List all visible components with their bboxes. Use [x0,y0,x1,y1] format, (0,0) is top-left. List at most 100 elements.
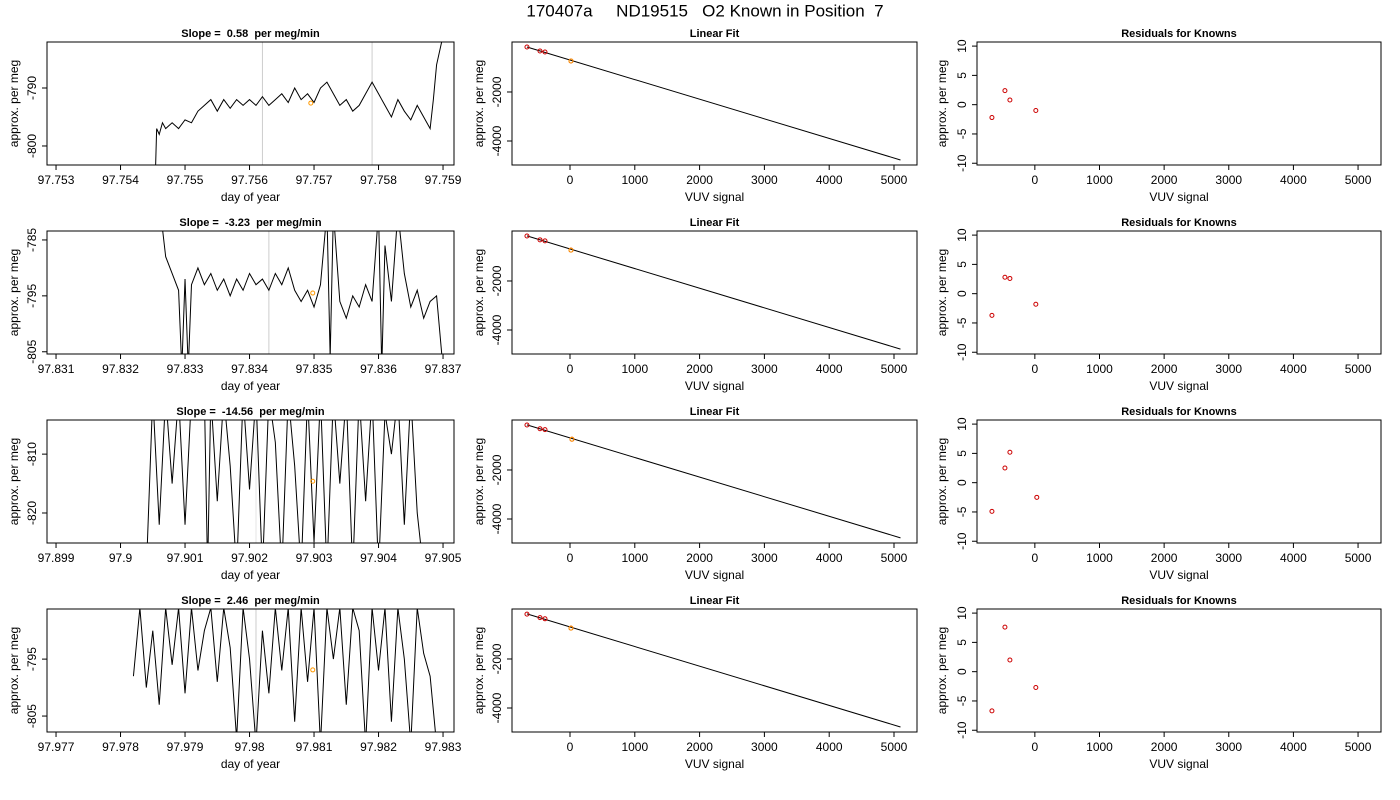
y-tick-label: -10 [955,154,969,172]
plot-frame [976,608,1382,733]
y-tick-label: -805 [25,704,39,728]
y-axis-label: approx. per meg [7,438,21,525]
panel: Linear Fit VUV signal approx. per meg 0 1000… [472,28,918,204]
y-tick-label: -790 [25,76,39,100]
plot-area [155,42,443,165]
data-point [989,115,995,121]
data-point [1033,684,1039,690]
x-axis-label: VUV signal [685,568,744,582]
panel-title: Residuals for Knowns [1121,595,1237,607]
x-axis-label: VUV signal [685,757,744,771]
x-tick-label: 5000 [881,362,908,376]
y-tick-label: -5 [955,128,969,139]
plot-frame [46,230,455,355]
x-tick-label: 97.901 [167,551,204,565]
y-tick-label: 10 [955,39,969,53]
data-point [310,667,316,673]
x-tick-label: 2000 [686,362,713,376]
x-tick-label: 0 [1032,740,1039,754]
x-tick-label: 97.899 [38,551,75,565]
y-tick-label: 10 [955,228,969,242]
plot-frame [511,608,918,733]
x-tick-label: 3000 [1215,362,1242,376]
y-tick-label: 10 [955,417,969,431]
x-tick-label: 2000 [1151,551,1178,565]
data-line [132,609,436,732]
x-tick-label: 97.757 [296,173,333,187]
x-tick-label: 97.833 [167,362,204,376]
y-axis-label: approx. per meg [7,249,21,336]
data-point [569,436,575,442]
data-point [1033,108,1039,114]
panel-title: Residuals for Knowns [1121,28,1237,40]
data-point [537,615,543,621]
y-tick-label: -2000 [490,454,504,485]
x-tick-label: 5000 [881,740,908,754]
y-tick-label: -785 [25,228,39,252]
x-tick-label: 4000 [1280,740,1307,754]
fit-line [526,613,901,728]
x-tick-label: 4000 [1280,173,1307,187]
panel-title: Linear Fit [690,28,740,40]
x-axis-label: day of year [221,379,280,393]
x-tick-label: 2000 [686,551,713,565]
data-line [162,231,443,354]
y-tick-label: 10 [955,606,969,620]
x-tick-label: 2000 [686,740,713,754]
y-tick-label: -795 [25,284,39,308]
x-tick-label: 97.832 [102,362,139,376]
y-tick-label: -805 [25,339,39,363]
x-tick-label: 97.756 [231,173,268,187]
y-tick-label: 5 [955,72,969,79]
y-tick-label: -800 [25,134,39,158]
x-tick-label: 3000 [751,173,778,187]
data-point [537,48,543,54]
panel: Residuals for Knowns VUV signal approx. pe… [935,217,1382,393]
y-axis-label: approx. per meg [7,60,21,147]
x-tick-label: 97.753 [38,173,75,187]
x-tick-label: 97.754 [102,173,139,187]
x-axis-label: day of year [221,757,280,771]
y-tick-label: -10 [955,532,969,550]
x-tick-label: 3000 [1215,740,1242,754]
data-point [1007,97,1013,103]
panel: Linear Fit VUV signal approx. per meg 0 1000… [472,217,918,393]
x-tick-label: 97.759 [425,173,462,187]
x-tick-label: 4000 [1280,362,1307,376]
panel: Linear Fit VUV signal approx. per meg 0 1000… [472,406,918,582]
data-point [542,238,548,244]
y-tick-label: -4000 [490,692,504,723]
y-tick-label: -4000 [490,125,504,156]
plot-area [989,624,1039,714]
data-point [308,100,314,106]
panel: Slope = -3.23 per meg/min day of year appr… [7,217,462,393]
data-point [1002,624,1008,630]
x-tick-label: 2000 [1151,740,1178,754]
x-tick-label: 5000 [1345,362,1372,376]
plot-area [132,609,436,732]
data-point [568,625,574,631]
x-tick-label: 4000 [816,551,843,565]
data-point [1007,657,1013,663]
panel-title: Linear Fit [690,217,740,229]
panel-title: Slope = 0.58 per meg/min [181,28,320,40]
x-tick-label: 97.98 [235,740,265,754]
x-tick-label: 3000 [751,740,778,754]
panel-title: Slope = -14.56 per meg/min [176,406,325,418]
plot-area [989,449,1040,514]
y-tick-label: -5 [955,317,969,328]
x-tick-label: 5000 [1345,740,1372,754]
y-tick-label: 0 [955,479,969,486]
y-tick-label: -4000 [490,503,504,534]
data-line [155,42,443,165]
plot-frame [46,419,455,544]
y-axis-label: approx. per meg [935,60,949,147]
x-tick-label: 2000 [1151,362,1178,376]
y-axis-label: approx. per meg [935,627,949,714]
panel-title: Residuals for Knowns [1121,217,1237,229]
data-point [989,312,995,318]
data-point [1033,301,1039,307]
x-tick-label: 97.977 [38,740,75,754]
y-tick-label: -5 [955,695,969,706]
